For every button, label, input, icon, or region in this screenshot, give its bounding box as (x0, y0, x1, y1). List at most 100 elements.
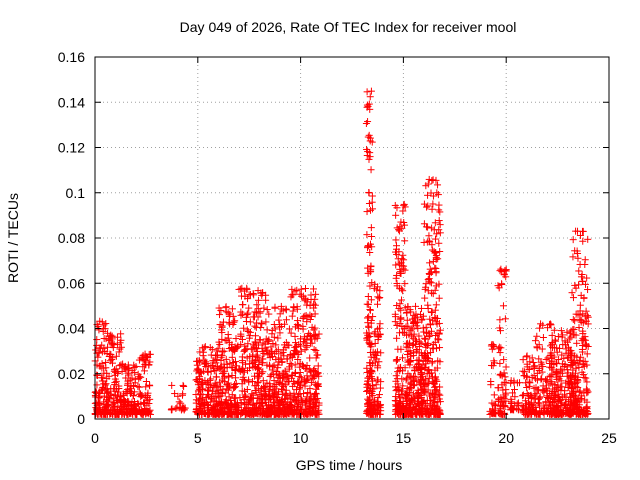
data-point (224, 401, 232, 409)
data-point (93, 389, 101, 397)
data-point (115, 382, 123, 390)
data-point (203, 360, 211, 368)
data-point (435, 294, 443, 302)
data-point (496, 404, 504, 412)
data-point (254, 287, 262, 295)
data-point (300, 410, 308, 418)
data-point (396, 300, 404, 308)
data-point (235, 285, 243, 293)
data-point (528, 354, 536, 362)
data-point (290, 378, 298, 386)
data-point (220, 378, 228, 386)
data-point (134, 370, 142, 378)
data-point (296, 359, 304, 367)
data-point (369, 377, 377, 385)
data-point (577, 353, 585, 361)
data-point (496, 349, 504, 357)
data-point (201, 343, 209, 351)
data-point (436, 326, 444, 334)
data-point (514, 399, 522, 407)
data-point (502, 397, 510, 405)
data-point (140, 367, 148, 375)
data-point (363, 329, 371, 337)
data-point (536, 393, 544, 401)
data-point (146, 350, 154, 358)
data-point (526, 379, 534, 387)
data-point (301, 339, 309, 347)
data-point (421, 388, 429, 396)
data-point (432, 410, 440, 418)
data-point (399, 287, 407, 295)
data-point (576, 231, 584, 239)
data-point (362, 119, 370, 127)
data-point (411, 403, 419, 411)
data-point (205, 392, 213, 400)
data-point (311, 391, 319, 399)
data-point (366, 333, 374, 341)
data-point (310, 365, 318, 373)
data-point (262, 346, 270, 354)
data-point (237, 330, 245, 338)
data-point (569, 388, 577, 396)
data-point (238, 380, 246, 388)
data-point (139, 351, 147, 359)
data-point (307, 368, 315, 376)
data-point (145, 400, 153, 408)
data-point (114, 410, 122, 418)
data-point (135, 374, 143, 382)
data-point (285, 325, 293, 333)
data-point (255, 296, 263, 304)
data-point (436, 221, 444, 229)
data-point (237, 340, 245, 348)
data-point (307, 378, 315, 386)
data-point (403, 308, 411, 316)
data-point (241, 391, 249, 399)
data-point (561, 387, 569, 395)
data-point (532, 375, 540, 383)
data-point (225, 312, 233, 320)
data-point (550, 393, 558, 401)
data-point (315, 330, 323, 338)
data-point (274, 378, 282, 386)
data-point (106, 395, 114, 403)
data-point (541, 404, 549, 412)
data-point (393, 321, 401, 329)
data-point (258, 396, 266, 404)
data-point (495, 284, 503, 292)
data-point (275, 370, 283, 378)
data-point (254, 341, 262, 349)
data-point (374, 406, 382, 414)
data-point (396, 269, 404, 277)
data-point (434, 181, 442, 189)
data-point (367, 296, 375, 304)
data-point (539, 334, 547, 342)
data-point (410, 377, 418, 385)
data-point (259, 368, 267, 376)
data-point (256, 308, 264, 316)
data-point (290, 304, 298, 312)
y-axis-label: ROTI / TECUs (5, 193, 21, 283)
data-point (584, 286, 592, 294)
data-point (579, 327, 587, 335)
data-point (563, 328, 571, 336)
data-point (207, 351, 215, 359)
data-point (207, 375, 215, 383)
data-point (143, 409, 151, 417)
data-point (392, 211, 400, 219)
data-point (276, 406, 284, 414)
data-point (576, 301, 584, 309)
data-point (98, 318, 106, 326)
data-point (116, 362, 124, 370)
data-point (286, 351, 294, 359)
data-point (564, 377, 572, 385)
data-point (507, 395, 515, 403)
data-point (501, 315, 509, 323)
data-point (487, 377, 495, 385)
data-point (430, 247, 438, 255)
data-point (403, 316, 411, 324)
data-point (102, 364, 110, 372)
data-point (212, 352, 220, 360)
data-point (376, 384, 384, 392)
data-point (298, 377, 306, 385)
data-point (252, 405, 260, 413)
